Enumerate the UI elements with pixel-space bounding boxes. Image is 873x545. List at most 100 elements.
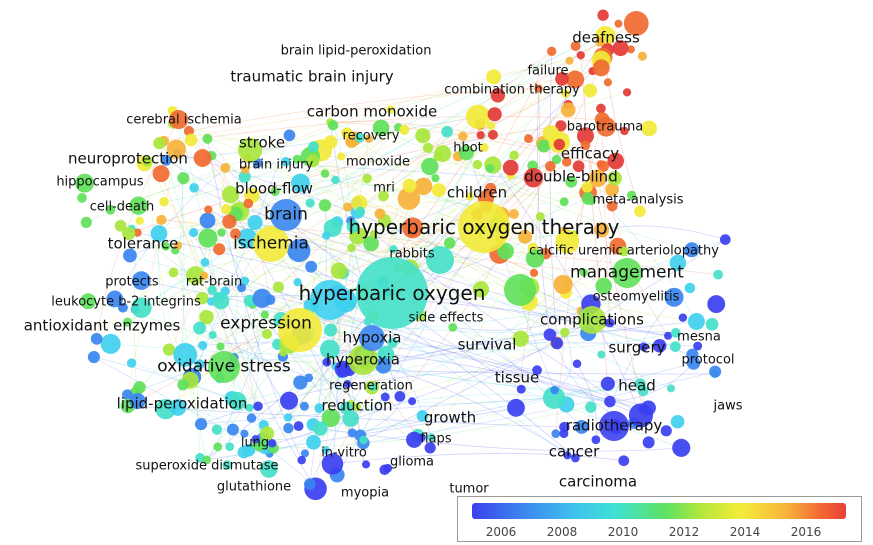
label-hyperbaric-oxygen-therapy[interactable]: hyperbaric oxygen therapy	[348, 215, 620, 239]
keyword-node[interactable]	[570, 41, 581, 52]
keyword-node[interactable]	[565, 56, 574, 65]
keyword-node[interactable]	[626, 190, 637, 200]
keyword-node[interactable]	[306, 154, 320, 168]
label-antioxidant-enzymes[interactable]: antioxidant enzymes	[23, 316, 181, 335]
keyword-node[interactable]	[341, 127, 353, 139]
keyword-node[interactable]	[305, 198, 315, 208]
keyword-node[interactable]	[321, 453, 344, 475]
keyword-node[interactable]	[194, 359, 205, 370]
keyword-node[interactable]	[308, 141, 319, 153]
keyword-node[interactable]	[581, 181, 593, 193]
keyword-node[interactable]	[666, 384, 675, 393]
keyword-node[interactable]	[486, 69, 502, 85]
major-keyword-node[interactable]	[310, 280, 350, 320]
keyword-node[interactable]	[287, 239, 311, 263]
keyword-node[interactable]	[212, 292, 230, 310]
keyword-node[interactable]	[497, 242, 515, 260]
keyword-node[interactable]	[705, 317, 719, 331]
keyword-node[interactable]	[228, 391, 247, 411]
keyword-node[interactable]	[283, 413, 293, 422]
keyword-node[interactable]	[546, 46, 557, 56]
keyword-node[interactable]	[589, 169, 607, 188]
label-combination-therapy[interactable]: combination therapy	[444, 82, 580, 98]
keyword-node[interactable]	[283, 129, 296, 142]
label-complications[interactable]: complications	[540, 310, 644, 329]
keyword-node[interactable]	[560, 327, 570, 337]
label-rabbits[interactable]: rabbits	[389, 246, 435, 262]
keyword-node[interactable]	[362, 173, 372, 184]
keyword-node[interactable]	[606, 200, 618, 212]
keyword-node[interactable]	[408, 397, 417, 406]
keyword-node[interactable]	[322, 357, 332, 367]
keyword-node[interactable]	[550, 337, 564, 350]
keyword-node[interactable]	[612, 40, 629, 57]
keyword-node[interactable]	[222, 460, 232, 470]
keyword-node[interactable]	[161, 241, 171, 251]
keyword-node[interactable]	[361, 460, 371, 469]
keyword-node[interactable]	[487, 107, 502, 122]
keyword-node[interactable]	[709, 365, 722, 378]
keyword-node[interactable]	[378, 190, 389, 202]
keyword-node[interactable]	[252, 288, 272, 308]
keyword-node[interactable]	[424, 442, 436, 454]
keyword-node[interactable]	[160, 154, 172, 166]
major-keyword-node[interactable]	[578, 306, 606, 334]
keyword-node[interactable]	[246, 413, 257, 423]
keyword-node[interactable]	[80, 293, 97, 310]
keyword-node[interactable]	[222, 186, 240, 204]
keyword-node[interactable]	[693, 341, 703, 351]
keyword-node[interactable]	[502, 159, 519, 176]
label-hypoxia[interactable]: hypoxia	[342, 328, 402, 347]
keyword-node[interactable]	[422, 142, 434, 154]
keyword-node[interactable]	[200, 271, 209, 280]
keyword-node[interactable]	[605, 318, 615, 328]
keyword-node[interactable]	[322, 231, 331, 240]
keyword-node[interactable]	[188, 227, 199, 238]
keyword-node[interactable]	[431, 174, 440, 183]
keyword-node[interactable]	[555, 120, 567, 132]
keyword-node[interactable]	[652, 338, 667, 353]
label-oxidative-stress[interactable]: oxidative stress	[157, 356, 291, 377]
label-monoxide[interactable]: monoxide	[346, 154, 410, 170]
keyword-node[interactable]	[202, 455, 211, 465]
keyword-node[interactable]	[512, 330, 529, 347]
keyword-node[interactable]	[642, 436, 655, 449]
keyword-node[interactable]	[259, 426, 275, 441]
keyword-node[interactable]	[566, 70, 585, 89]
keyword-node[interactable]	[596, 117, 616, 137]
keyword-node[interactable]	[509, 150, 519, 161]
keyword-node[interactable]	[670, 414, 685, 429]
keyword-node[interactable]	[189, 182, 199, 193]
keyword-node[interactable]	[386, 105, 395, 114]
keyword-node[interactable]	[465, 104, 491, 129]
keyword-node[interactable]	[415, 128, 431, 144]
keyword-node[interactable]	[581, 192, 595, 205]
label-protocol[interactable]: protocol	[681, 352, 735, 368]
keyword-node[interactable]	[75, 173, 95, 193]
keyword-node[interactable]	[117, 302, 128, 313]
keyword-node[interactable]	[458, 145, 474, 161]
keyword-node[interactable]	[555, 229, 580, 254]
keyword-node[interactable]	[199, 309, 214, 325]
keyword-node[interactable]	[622, 88, 632, 97]
label-efficacy[interactable]: efficacy	[560, 144, 620, 163]
keyword-node[interactable]	[320, 339, 340, 360]
keyword-node[interactable]	[131, 297, 152, 318]
label-surgery[interactable]: surgery	[608, 338, 666, 357]
keyword-node[interactable]	[551, 154, 562, 165]
keyword-node[interactable]	[509, 209, 519, 219]
keyword-node[interactable]	[159, 196, 169, 207]
keyword-node[interactable]	[198, 228, 218, 248]
keyword-node[interactable]	[600, 376, 615, 391]
keyword-node[interactable]	[297, 455, 306, 465]
major-keyword-node[interactable]	[426, 246, 454, 274]
keyword-node[interactable]	[363, 235, 380, 252]
keyword-node[interactable]	[217, 228, 226, 237]
label-regeneration[interactable]: regeneration	[329, 378, 413, 394]
keyword-node[interactable]	[397, 187, 421, 210]
keyword-node[interactable]	[193, 321, 207, 335]
keyword-node[interactable]	[122, 317, 133, 327]
keyword-node[interactable]	[532, 365, 542, 376]
keyword-node[interactable]	[114, 219, 127, 232]
label-glutathione[interactable]: glutathione	[216, 479, 292, 495]
